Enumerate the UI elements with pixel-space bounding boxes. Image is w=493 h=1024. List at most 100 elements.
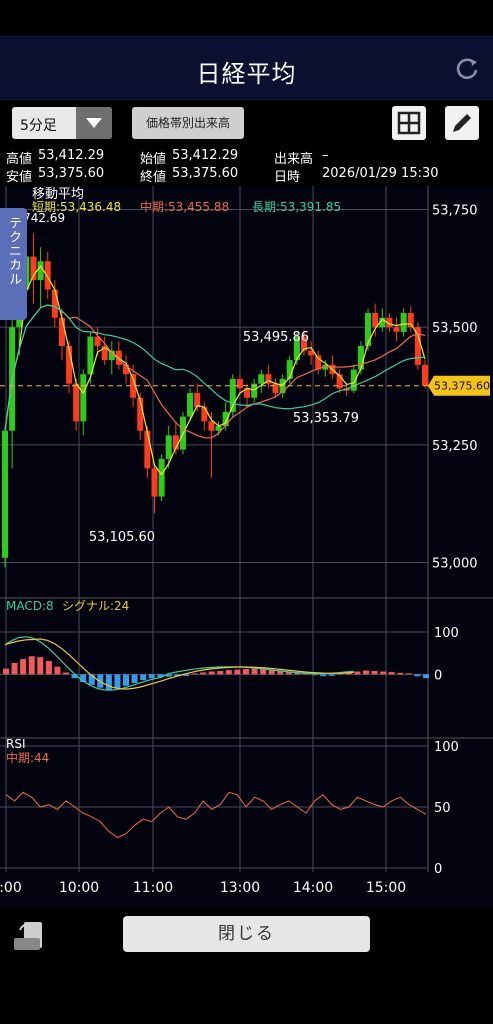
rsi-tick-label: 50 — [434, 801, 451, 816]
rsi-mid-label: 中期:44 — [6, 750, 49, 765]
signal-line — [4, 638, 354, 690]
candle-body — [30, 256, 37, 281]
ma-mid-label: 中期:53,455.88 — [140, 199, 229, 214]
rotate-screen-icon[interactable] — [10, 918, 48, 952]
chart-canvas[interactable]: 9:00 10:00 11:00 13:00 14:00 15:00 53,750 53,50… — [0, 186, 493, 906]
grid-icon[interactable] — [392, 106, 426, 140]
chart-controls: 5分足 価格帯別出来高 — [0, 100, 493, 146]
price-tick-label: 53,500 — [432, 321, 478, 336]
x-tick-label: 10:00 — [59, 880, 99, 896]
technical-tab[interactable]: テクニカル — [0, 208, 27, 320]
ma-short-label: 短期:53,436.48 — [32, 200, 121, 214]
volume-label: 出来高 — [274, 152, 314, 167]
macd-histogram-bar — [157, 674, 164, 678]
macd-histogram-bar — [277, 670, 284, 675]
price-tick-label: 53,750 — [432, 204, 478, 219]
chevron-down-icon — [76, 107, 112, 139]
period-value: 5分足 — [20, 118, 57, 134]
status-bar — [0, 0, 493, 36]
macd-histogram-bar — [251, 668, 258, 675]
candle-body — [201, 407, 208, 422]
candle-body — [308, 350, 315, 356]
macd-label: MACD:8 — [6, 599, 54, 613]
macd-histogram-bar — [337, 673, 344, 675]
candle-body — [379, 317, 386, 328]
candle-body — [229, 378, 236, 412]
current-price-label: 53,375.60 — [434, 380, 490, 393]
macd-histogram-bar — [414, 674, 421, 677]
macd-histogram-bar — [217, 670, 224, 675]
macd-tick-label: 0 — [434, 668, 442, 683]
macd-histogram-bar — [225, 670, 232, 675]
candle-body — [357, 346, 364, 370]
close-button[interactable]: 閉じる — [123, 916, 370, 952]
chart-area[interactable]: 9:00 10:00 11:00 13:00 14:00 15:00 53,750 53,50… — [0, 186, 493, 906]
candle-body — [236, 378, 243, 389]
candle-body — [300, 336, 307, 351]
signal-label: シグナル:24 — [62, 599, 129, 613]
candle-body — [137, 397, 144, 431]
ma-title: 移動平均 — [32, 187, 84, 202]
rsi-label: RSI — [6, 737, 26, 751]
macd-histogram-bar — [183, 674, 189, 676]
price-tick-label: 53,250 — [432, 439, 478, 454]
macd-histogram-bar — [397, 672, 404, 675]
current-price-tag — [428, 375, 490, 396]
candle-body — [315, 355, 322, 370]
high-value: 53,412.29 — [38, 148, 105, 163]
candle-body — [372, 313, 379, 328]
candle-body — [208, 421, 215, 431]
macd-histogram-bar — [88, 674, 95, 685]
x-tick-label: 11:00 — [133, 880, 173, 896]
macd-histogram-bar — [45, 661, 52, 675]
candle-body — [194, 393, 201, 408]
candle-body — [286, 360, 293, 379]
macd-histogram-bar — [3, 668, 9, 675]
candle-body — [58, 317, 65, 346]
candle-body — [215, 426, 222, 431]
candle-body — [400, 313, 407, 332]
ma-mid-line — [4, 304, 426, 439]
macd-histogram-bar — [320, 674, 327, 677]
macd-histogram-bar — [268, 669, 275, 675]
candle-body — [393, 327, 400, 332]
period-select[interactable]: 5分足 — [12, 107, 112, 139]
candle-body — [293, 336, 300, 361]
macd-histogram-bar — [11, 662, 18, 675]
macd-histogram-bar — [388, 672, 395, 675]
macd-tick-label: 100 — [434, 626, 459, 641]
candle-body — [350, 369, 357, 391]
candle-body — [244, 388, 251, 398]
volume-by-price-button[interactable]: 価格帯別出来高 — [132, 107, 244, 139]
macd-histogram-bar — [354, 671, 361, 675]
candle-body — [51, 289, 58, 318]
macd-histogram-bar — [131, 674, 138, 683]
macd-histogram-bar — [114, 674, 121, 689]
candle-body — [158, 458, 165, 497]
ma-long-label: 長期:53,391.85 — [252, 200, 341, 214]
candle-body — [144, 430, 151, 469]
macd-histogram-bar — [20, 659, 27, 675]
candle-body — [108, 350, 115, 361]
candle-body — [44, 261, 51, 290]
technical-tab-label: テクニカル — [6, 216, 21, 286]
candle-body — [386, 317, 393, 328]
pencil-icon[interactable] — [445, 106, 479, 140]
macd-histogram-bar — [174, 674, 181, 677]
candle-body — [172, 435, 179, 450]
macd-histogram-bar — [63, 672, 69, 675]
candle-body — [422, 364, 428, 386]
x-tick-label: 13:00 — [220, 880, 260, 896]
refresh-icon[interactable] — [453, 54, 481, 82]
candle-body — [151, 468, 158, 497]
candle-body — [265, 374, 272, 384]
macd-histogram-bar — [405, 673, 412, 675]
candle-body — [2, 430, 8, 558]
macd-histogram-bar — [311, 674, 318, 676]
low-value: 53,375.60 — [38, 166, 105, 181]
price-tick-label: 53,000 — [432, 556, 478, 571]
macd-histogram-bar — [148, 674, 155, 679]
high-label: 高値 — [6, 152, 33, 167]
macd-histogram-bar — [71, 674, 78, 679]
macd-histogram-bar — [80, 674, 87, 682]
